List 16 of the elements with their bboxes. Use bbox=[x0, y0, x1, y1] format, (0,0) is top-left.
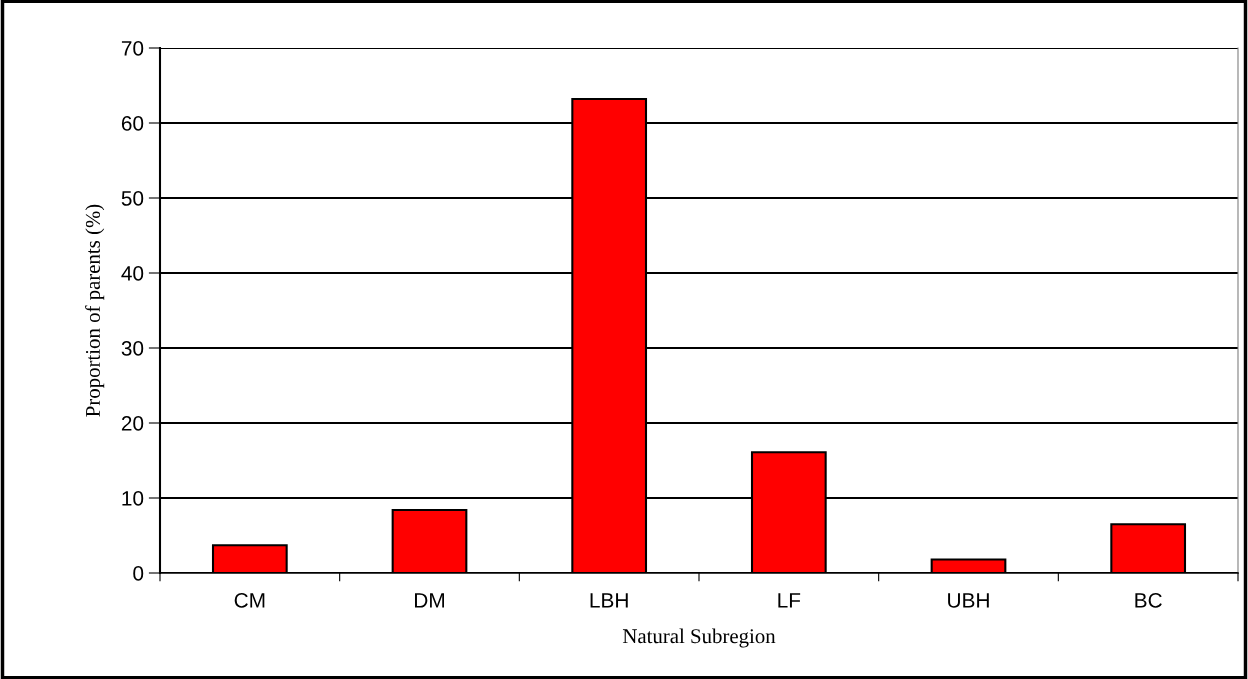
y-tick-label: 70 bbox=[121, 41, 144, 56]
y-tick-label: 10 bbox=[122, 491, 144, 506]
x-axis-title: Natural Subregion bbox=[622, 628, 776, 648]
x-tick-label: LBH bbox=[590, 593, 628, 608]
y-tick-label: 30 bbox=[121, 341, 144, 356]
x-tick-label: BC bbox=[1135, 592, 1162, 608]
y-tick-label: 60 bbox=[121, 116, 144, 131]
y-tick-label: 20 bbox=[121, 416, 144, 431]
x-tick-label: DM bbox=[415, 593, 444, 608]
y-axis-title: Proportion of parents (%) bbox=[85, 204, 105, 417]
y-tick-label: 0 bbox=[133, 566, 144, 581]
x-tick-label: LF bbox=[778, 593, 801, 608]
y-tick-label: 40 bbox=[121, 266, 144, 281]
x-tick-label: CM bbox=[234, 592, 265, 608]
x-tick-label: UBH bbox=[948, 593, 989, 608]
y-tick-label: 50 bbox=[121, 191, 144, 206]
